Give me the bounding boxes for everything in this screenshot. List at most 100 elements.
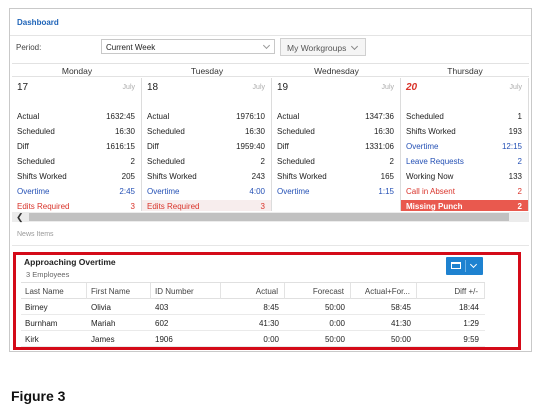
column-header[interactable]: First Name	[87, 283, 151, 299]
stat-value: 2	[517, 187, 522, 196]
stat-value: 1616:15	[106, 142, 135, 151]
day-stat-row[interactable]: Overtime 2:45	[12, 185, 141, 200]
stat-value: 133	[508, 172, 522, 181]
stat-label: Scheduled	[277, 127, 315, 136]
stat-value: 1:15	[378, 187, 394, 196]
overtime-panel-subtitle: 3 Employees	[26, 270, 70, 279]
overtime-panel-title: Approaching Overtime	[24, 257, 116, 267]
stat-label: Scheduled	[147, 127, 185, 136]
column-header[interactable]: ID Number	[151, 283, 221, 299]
day-month: July	[381, 84, 394, 91]
table-cell: 8:45	[263, 303, 279, 312]
table-cell: 50:00	[324, 335, 345, 344]
workgroups-select-value: My Workgroups	[287, 43, 347, 53]
day-stat-row: Scheduled 16:30	[142, 125, 271, 140]
stat-value: 1	[517, 112, 522, 121]
stat-label: Scheduled	[147, 157, 185, 166]
stat-label: Scheduled	[17, 157, 55, 166]
day-stat-row[interactable]: Overtime 1:15	[272, 185, 400, 200]
stat-value: 16:30	[373, 127, 394, 136]
table-cell: Kirk	[25, 335, 39, 344]
breadcrumb-dashboard-link[interactable]: Dashboard	[17, 18, 59, 27]
day-stat-row[interactable]: Leave Requests 2	[401, 155, 528, 170]
day-stat-row[interactable]: Overtime 4:00	[142, 185, 271, 200]
table-cell: 0:00	[329, 319, 345, 328]
day-stat-row[interactable]: Overtime 12:15	[401, 140, 528, 155]
stat-value: 2	[517, 202, 522, 211]
table-header: Last Name First Name ID Number Actual Foreca…	[21, 282, 485, 299]
stat-label: Edits Required	[17, 202, 70, 211]
stat-label: Actual	[277, 112, 300, 121]
column-header[interactable]: Last Name	[21, 283, 87, 299]
figure-caption: Figure 3	[11, 388, 66, 404]
day-stat-row[interactable]: Call in Absent 2	[401, 185, 528, 200]
stat-value: 1632:45	[106, 112, 135, 121]
stat-label: Diff	[277, 142, 289, 151]
day-stat-row: Scheduled 16:30	[12, 125, 141, 140]
horizontal-scrollbar[interactable]: ❮	[12, 212, 529, 222]
column-header[interactable]: Actual+For...	[351, 283, 417, 299]
stat-label: Diff	[147, 142, 159, 151]
day-stat-row: Shifts Worked 243	[142, 170, 271, 185]
table-cell: 0:00	[263, 335, 279, 344]
stat-value: 16:30	[244, 127, 265, 136]
day-number: 20	[406, 82, 418, 93]
chevron-down-icon	[262, 41, 271, 50]
column-header[interactable]: Diff +/-	[417, 283, 485, 299]
stat-label: Shifts Worked	[147, 172, 197, 181]
dashboard-frame: Dashboard Period: Current Week My Workgr…	[9, 8, 532, 352]
day-stat-row: Actual 1976:10	[142, 110, 271, 125]
column-header[interactable]: Actual	[221, 283, 285, 299]
day-column-thursday: 20 July Scheduled 1 Shifts Worked 193 Overtime…	[401, 78, 529, 211]
stat-label: Shifts Worked	[406, 127, 456, 136]
day-stat-row: Scheduled 16:30	[272, 125, 400, 140]
chevron-down-icon	[350, 42, 359, 51]
scroll-left-arrow-icon[interactable]: ❮	[16, 212, 24, 222]
breadcrumb: Dashboard	[10, 9, 531, 36]
stat-label: Scheduled	[277, 157, 315, 166]
stat-value: 2	[517, 157, 522, 166]
period-select[interactable]: Current Week	[101, 39, 275, 54]
table-cell: Birney	[25, 303, 48, 312]
day-header-thursday: Thursday	[447, 66, 483, 76]
day-stat-row: Actual 1632:45	[12, 110, 141, 125]
day-stat-row[interactable]: Edits Required 3	[12, 200, 141, 211]
table-row[interactable]: Burnham Mariah 602 41:30 0:00 41:30 1:29	[21, 315, 485, 331]
table-row[interactable]: Birney Olivia 403 8:45 50:00 58:45 18:44	[21, 299, 485, 315]
stat-label: Shifts Worked	[17, 172, 67, 181]
column-header[interactable]: Forecast	[285, 283, 351, 299]
stat-label: Actual	[17, 112, 40, 121]
day-number: 19	[277, 82, 289, 93]
table-cell: 41:30	[258, 319, 279, 328]
stat-label: Edits Required	[147, 202, 200, 211]
stat-value: 243	[251, 172, 265, 181]
day-stat-row[interactable]: Edits Required 3	[142, 200, 271, 211]
overtime-panel-highlight	[13, 252, 521, 350]
table-cell: 602	[155, 319, 169, 328]
table-cell: Mariah	[91, 319, 116, 328]
stat-value: 3	[130, 202, 135, 211]
day-month: July	[122, 84, 135, 91]
day-header-monday: Monday	[61, 66, 93, 76]
stat-value: 165	[380, 172, 394, 181]
table-cell: 50:00	[390, 335, 411, 344]
day-stat-row[interactable]: Missing Punch 2	[401, 200, 528, 211]
table-row[interactable]: Kirk James 1906 0:00 50:00 50:00 9:59	[21, 331, 485, 347]
stat-label: Call in Absent	[406, 187, 455, 196]
stat-label: Actual	[147, 112, 170, 121]
stat-label: Overtime	[17, 187, 50, 196]
day-stat-row: Working Now 133	[401, 170, 528, 185]
day-column-monday: 17 July Actual 1632:45 Scheduled 16:30 Diff 161…	[12, 78, 142, 211]
day-stat-row: Actual 1347:36	[272, 110, 400, 125]
export-dropdown-button[interactable]	[446, 257, 483, 275]
table-cell: James	[91, 335, 115, 344]
stat-label: Missing Punch	[406, 202, 463, 211]
scroll-thumb[interactable]	[29, 213, 509, 221]
day-headers: Monday Tuesday Wednesday Thursday	[12, 63, 529, 77]
table-cell: 9:59	[463, 335, 479, 344]
day-stat-row: Shifts Worked 165	[272, 170, 400, 185]
table-cell: 41:30	[390, 319, 411, 328]
workgroups-select[interactable]: My Workgroups	[280, 38, 366, 56]
overtime-table: Last Name First Name ID Number Actual Foreca…	[21, 282, 485, 347]
stat-value: 16:30	[114, 127, 135, 136]
